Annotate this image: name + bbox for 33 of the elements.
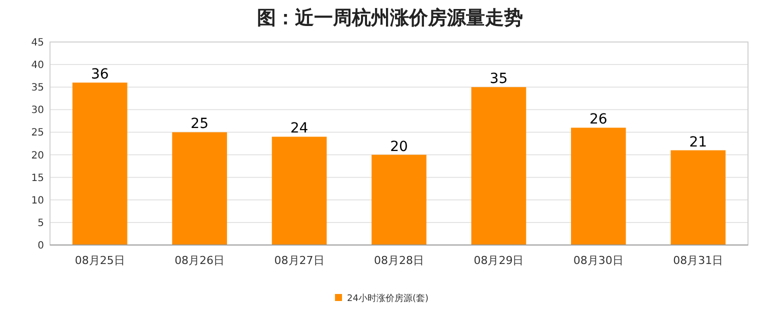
data-label: 20 (390, 138, 408, 155)
bar (670, 150, 726, 245)
x-tick-label: 08月25日 (74, 254, 125, 267)
y-tick-label: 30 (31, 105, 44, 116)
bar (272, 136, 327, 245)
x-tick-label: 08月29日 (474, 254, 524, 267)
y-tick-label: 15 (31, 172, 44, 184)
bar (571, 128, 626, 245)
legend-label: 24小时涨价房源(套) (347, 293, 428, 304)
bar (172, 132, 227, 245)
data-label: 26 (590, 112, 608, 128)
data-label: 35 (490, 71, 508, 88)
x-tick-label: 08月30日 (573, 254, 624, 267)
data-label: 25 (190, 116, 208, 132)
data-label: 21 (689, 134, 708, 150)
bar (72, 82, 128, 245)
y-tick-label: 35 (31, 82, 44, 94)
data-label: 24 (290, 120, 308, 137)
y-tick-label: 20 (31, 150, 44, 162)
x-tick-label: 08月31日 (673, 254, 724, 267)
y-tick-label: 10 (31, 195, 44, 206)
chart-title: 图：近一周杭州涨价房源量走势 (257, 7, 523, 29)
x-tick-label: 08月28日 (374, 254, 424, 267)
y-tick-label: 40 (31, 60, 44, 72)
y-tick-label: 5 (38, 218, 44, 229)
data-label: 36 (90, 66, 109, 83)
x-tick-label: 08月26日 (174, 254, 225, 267)
x-tick-label: 08月27日 (274, 254, 324, 267)
y-tick-label: 0 (38, 240, 44, 252)
y-tick-label: 45 (31, 38, 44, 48)
bar (471, 87, 526, 245)
y-tick-label: 25 (31, 128, 44, 139)
bar (372, 154, 426, 245)
